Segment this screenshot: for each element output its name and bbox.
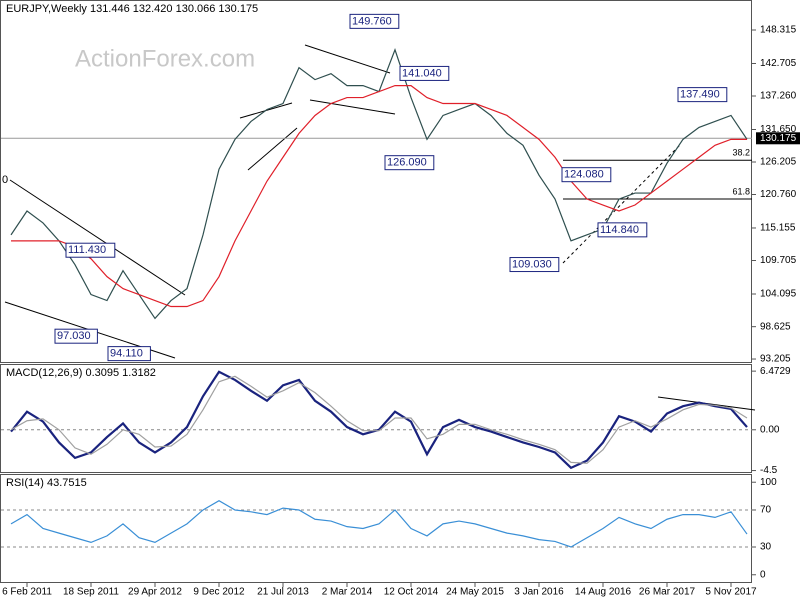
y-tick-label: 6.4729 (760, 366, 791, 377)
macd-title: MACD(12,26,9) 0.3095 1.3182 (6, 367, 156, 379)
y-tick-label: 70 (760, 505, 772, 516)
y-tick-label: 142.705 (760, 58, 797, 69)
x-tick-label: 3 Jan 2016 (514, 587, 564, 598)
series-line (10, 370, 748, 470)
x-tick-label: 26 Mar 2017 (639, 587, 696, 598)
annotation-label: 149.760 (352, 15, 392, 27)
fib-label: 61.8 (732, 186, 750, 196)
y-tick-label: -4.5 (760, 465, 778, 476)
annotation-label: 109.030 (512, 258, 552, 270)
annotation-label: 126.090 (387, 157, 427, 169)
annotation-box (509, 257, 560, 273)
rsi-panel (0, 474, 752, 583)
y-tick-label: 120.760 (760, 189, 797, 200)
y-tick-label: 104.095 (760, 289, 797, 300)
watermark: ActionForex.com (75, 45, 255, 72)
x-tick-label: 12 Oct 2014 (384, 587, 439, 598)
y-tick-label: 131.650 (760, 124, 797, 135)
last-price-label: 130.175 (760, 133, 797, 144)
annotation-label: 124.080 (564, 169, 604, 181)
x-tick-label: 14 Aug 2016 (575, 587, 632, 598)
annotation-label: 141.040 (402, 67, 442, 79)
annotation-box (349, 13, 400, 29)
y-tick-label: 148.315 (760, 25, 797, 36)
y-tick-label: 0.00 (760, 424, 780, 435)
annotation-label: 114.840 (600, 224, 639, 236)
trendline (562, 144, 681, 264)
x-tick-label: 2 Mar 2014 (322, 587, 373, 598)
y-tick-label: 137.260 (760, 91, 797, 102)
y-tick-label: 93.205 (760, 354, 791, 365)
annotation-label: 94.110 (110, 348, 143, 360)
trendline (309, 99, 396, 115)
series-line (10, 48, 748, 320)
trendline (304, 44, 391, 74)
annotation-box (399, 65, 450, 81)
annotation-box (65, 242, 116, 258)
annotation-box (677, 87, 728, 103)
rsi-title: RSI(14) 43.7515 (6, 477, 87, 489)
y-tick-label: 98.625 (760, 321, 791, 332)
y-tick-label: 0 (760, 569, 766, 580)
x-tick-label: 29 Apr 2012 (128, 587, 182, 598)
annotation-box (597, 222, 648, 238)
annotation-box (54, 328, 98, 344)
last-price-box (756, 132, 800, 145)
y-tick-label: 109.705 (760, 255, 797, 266)
x-tick-label: 6 Feb 2011 (2, 587, 52, 598)
y-tick-label: 30 (760, 542, 772, 553)
series-line (10, 375, 748, 464)
x-tick-label: 9 Dec 2012 (193, 587, 245, 598)
clipped-label: 0 (2, 174, 8, 186)
annotation-box (384, 155, 435, 171)
series-line (10, 500, 748, 548)
annotation-label: 111.430 (68, 244, 106, 256)
x-tick-label: 24 May 2015 (446, 587, 504, 598)
x-tick-label: 5 Nov 2017 (705, 587, 757, 598)
macd-panel (0, 364, 752, 473)
annotation-box (107, 346, 151, 362)
trendline (247, 127, 298, 171)
annotation-label: 137.490 (680, 89, 720, 101)
y-tick-label: 126.205 (760, 157, 797, 168)
fib-label: 38.2 (732, 148, 750, 158)
annotation-label: 97.030 (57, 330, 91, 342)
series-line (11, 85, 747, 308)
y-tick-label: 100 (760, 477, 777, 488)
x-tick-label: 18 Sep 2011 (63, 587, 119, 598)
annotation-box (561, 167, 612, 183)
trendline (9, 179, 186, 296)
x-tick-label: 21 Jul 2013 (257, 587, 309, 598)
y-tick-label: 115.155 (760, 223, 796, 234)
price-title: EURJPY,Weekly 131.446 132.420 130.066 13… (6, 3, 258, 15)
price-panel (0, 0, 752, 363)
